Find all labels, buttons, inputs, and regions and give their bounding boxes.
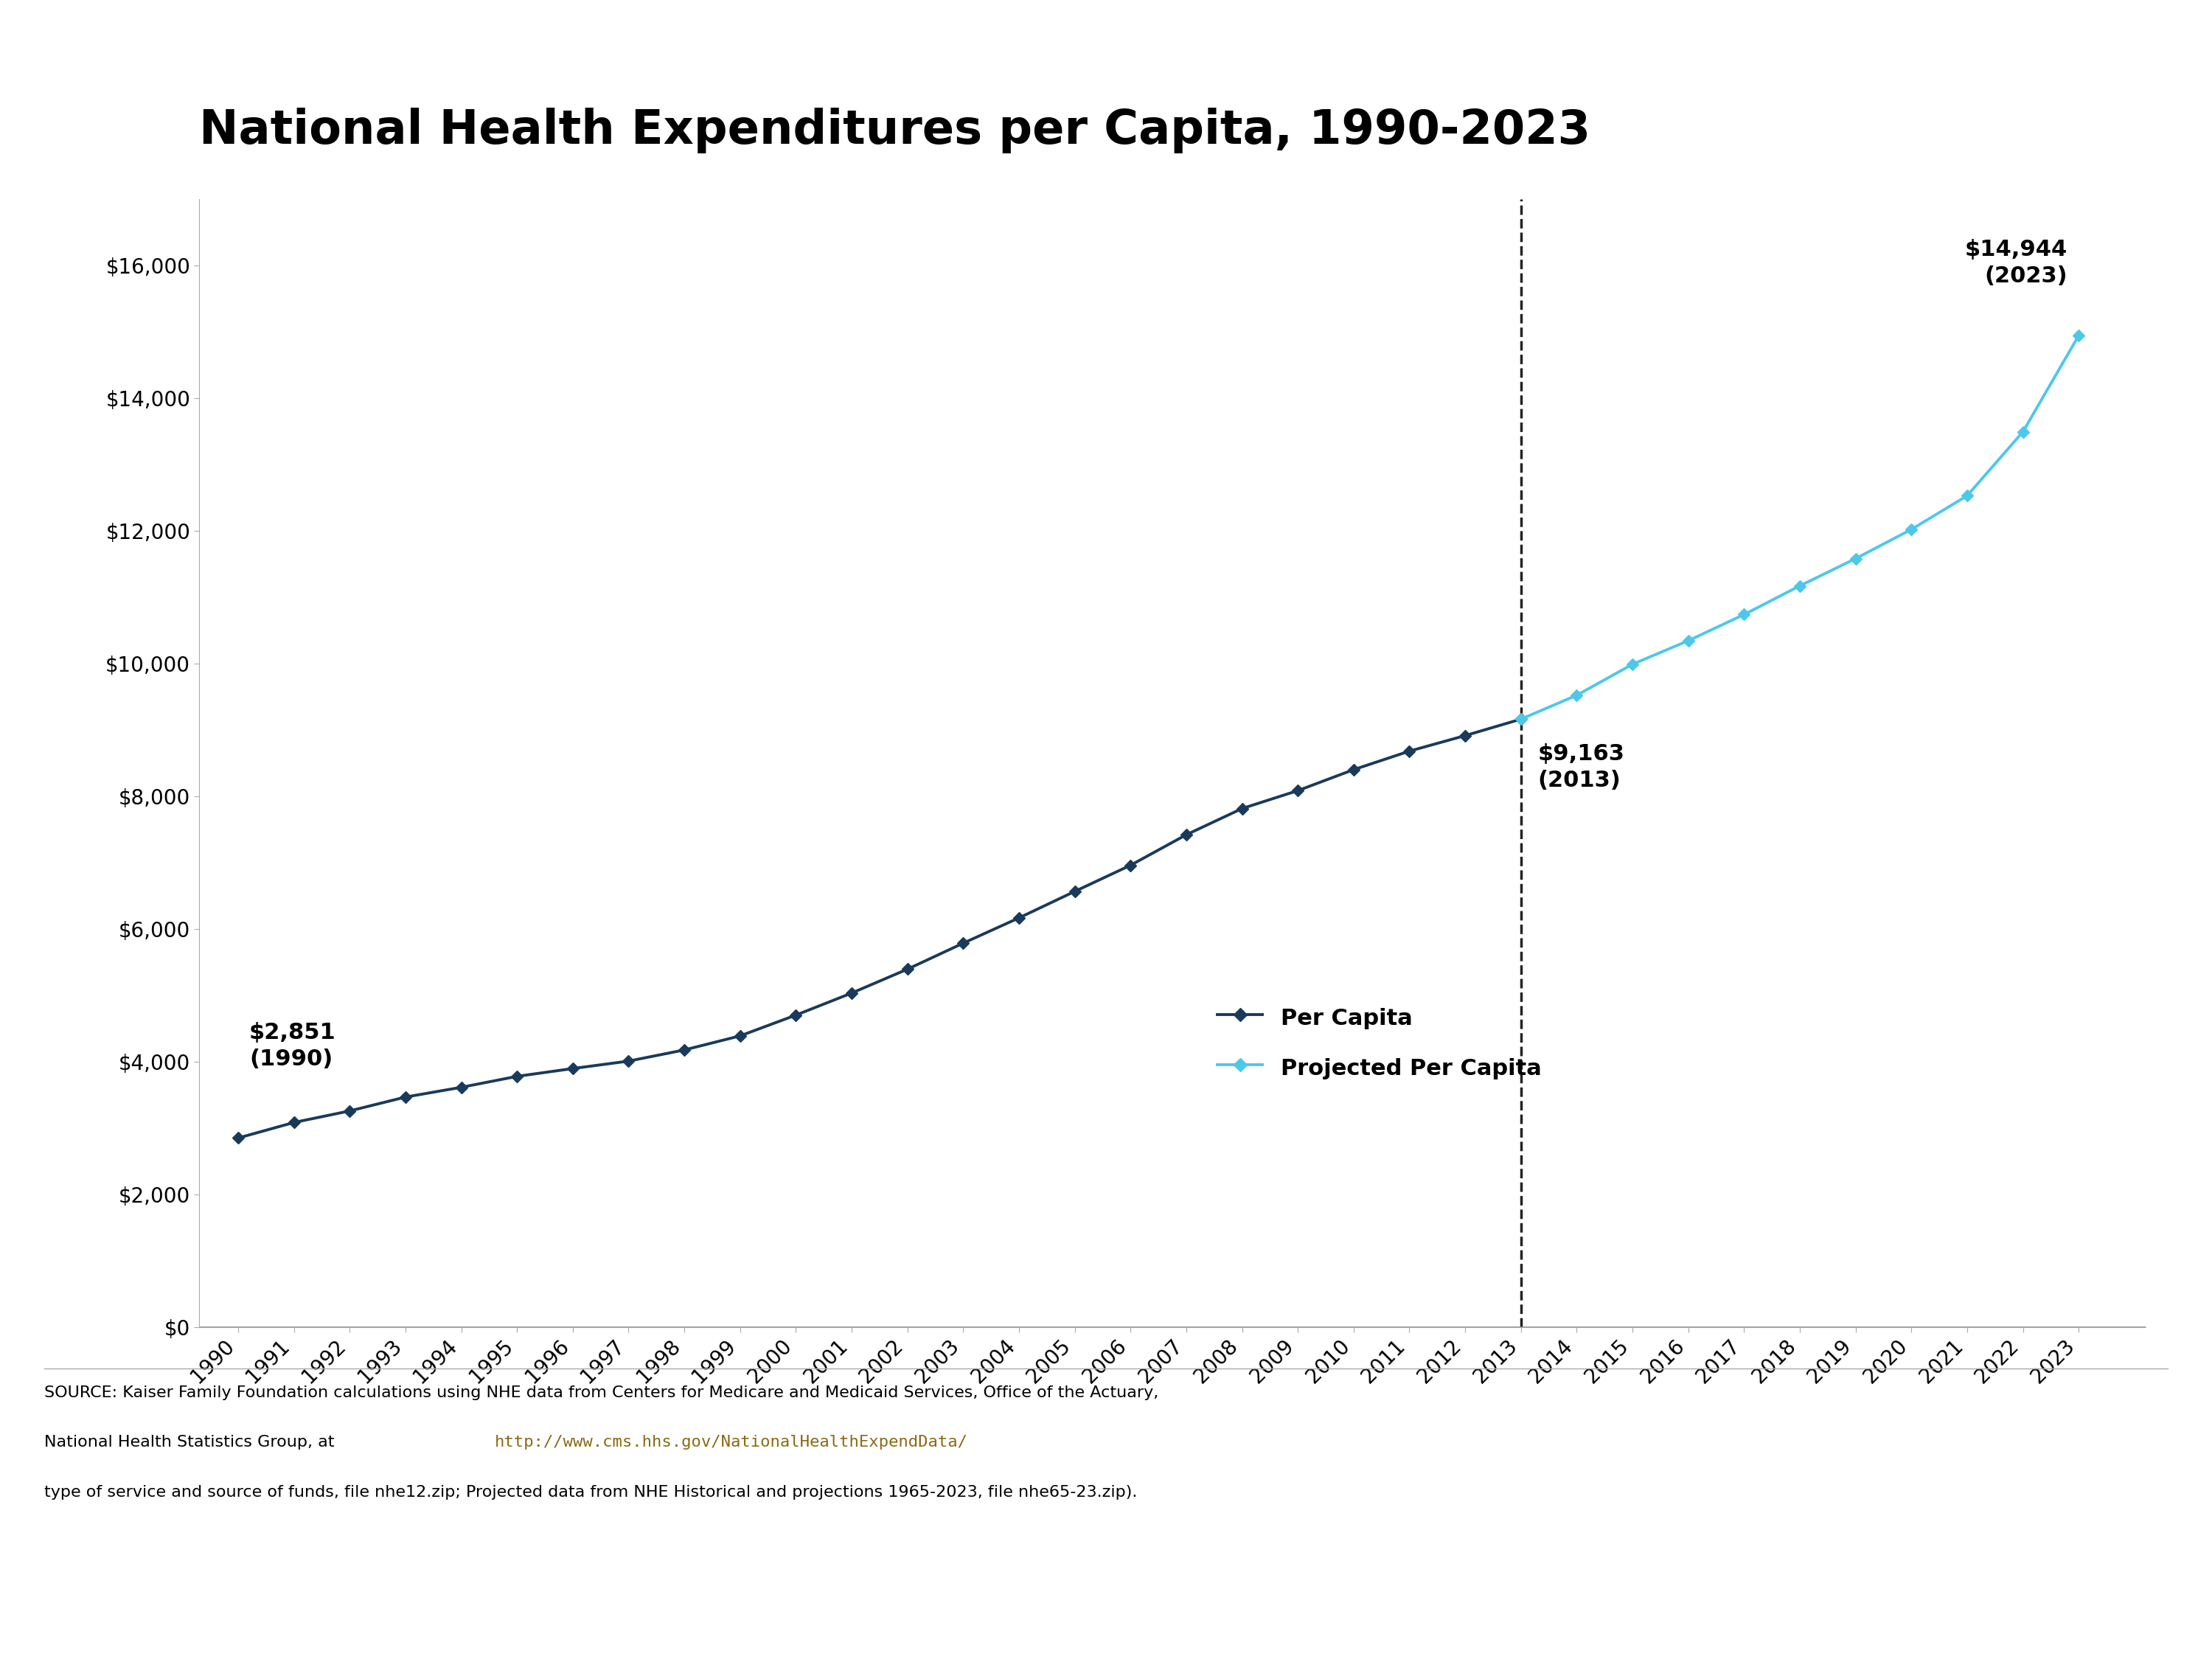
Text: National Health Statistics Group, at: National Health Statistics Group, at bbox=[44, 1435, 341, 1450]
Legend: Per Capita, Projected Per Capita: Per Capita, Projected Per Capita bbox=[1208, 995, 1551, 1090]
Text: FAMILY: FAMILY bbox=[2004, 1526, 2086, 1546]
Text: $2,851
(1990): $2,851 (1990) bbox=[250, 1022, 336, 1070]
Text: FOUNDATION: FOUNDATION bbox=[1995, 1591, 2095, 1604]
Text: $9,163
(2013): $9,163 (2013) bbox=[1537, 743, 1624, 791]
Text: SOURCE: Kaiser Family Foundation calculations using NHE data from Centers for Me: SOURCE: Kaiser Family Foundation calcula… bbox=[44, 1385, 1159, 1400]
Text: type of service and source of funds, file nhe12.zip; Projected data from NHE His: type of service and source of funds, fil… bbox=[44, 1485, 1137, 1500]
Text: National Health Expenditures per Capita, 1990-2023: National Health Expenditures per Capita,… bbox=[199, 108, 1590, 154]
Text: http://www.cms.hhs.gov/NationalHealthExpendData/: http://www.cms.hhs.gov/NationalHealthExp… bbox=[493, 1435, 969, 1450]
Text: THE HENRY J.: THE HENRY J. bbox=[2015, 1422, 2075, 1432]
Text: KAISER: KAISER bbox=[2000, 1475, 2090, 1496]
Text: $14,944
(2023): $14,944 (2023) bbox=[1964, 239, 2068, 287]
